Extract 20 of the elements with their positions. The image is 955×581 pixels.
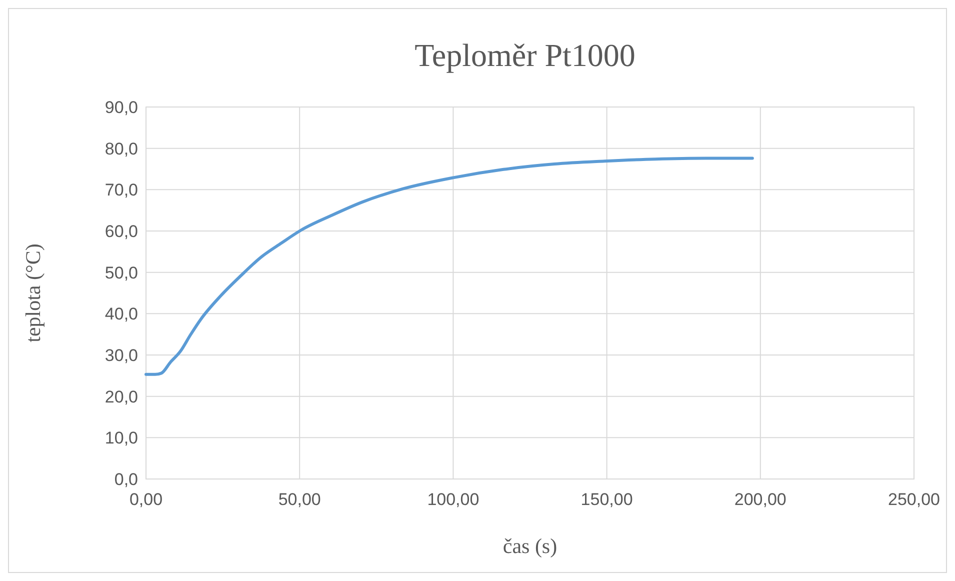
y-tick-label: 0,0 [114, 470, 138, 489]
x-tick-label: 50,00 [278, 490, 321, 509]
x-tick-label: 200,00 [734, 490, 786, 509]
x-tick-label: 150,00 [580, 490, 633, 509]
chart-title: Teploměr Pt1000 [414, 37, 636, 73]
x-tick-label: 0,00 [129, 490, 163, 509]
y-tick-label: 20,0 [104, 387, 138, 406]
y-tick-label: 10,0 [104, 428, 138, 448]
y-tick-label: 70,0 [104, 180, 138, 200]
y-tick-label: 80,0 [104, 139, 138, 158]
y-axis-title: teplota (°C) [21, 244, 45, 342]
x-axis-title: čas (s) [502, 534, 558, 558]
x-tick-label: 250,00 [888, 490, 940, 509]
x-tick-label: 100,00 [427, 490, 480, 509]
y-tick-label: 60,0 [104, 222, 138, 241]
y-tick-label: 90,0 [104, 98, 138, 117]
line-series [144, 156, 754, 376]
y-tick-label: 30,0 [104, 346, 138, 365]
y-tick-label: 40,0 [104, 304, 138, 324]
y-tick-label: 50,0 [104, 263, 138, 282]
